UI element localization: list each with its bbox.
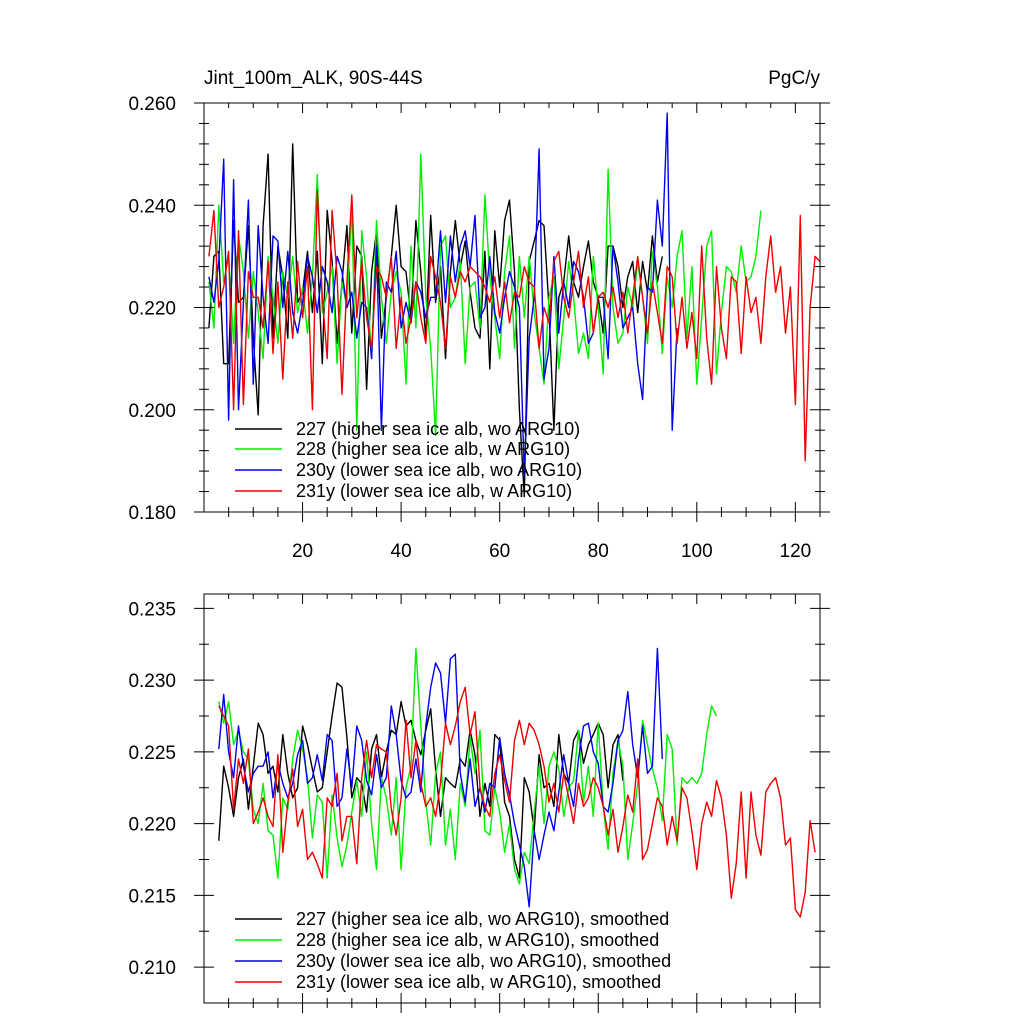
bottom-legend-label: 227 (higher sea ice alb, wo ARG10), smoo…: [296, 909, 669, 929]
bottom-series-s230y: [218, 647, 663, 908]
bottom-y-tick-label: 0.225: [128, 743, 176, 764]
top-legend-label: 227 (higher sea ice alb, wo ARG10): [296, 419, 580, 439]
top-x-tick-label: 100: [681, 541, 713, 562]
top-x-tick-label: 20: [292, 541, 313, 562]
top-chart-title: Jint_100m_ALK, 90S-44S: [204, 68, 423, 89]
top-x-tick-label: 80: [588, 541, 609, 562]
top-y-tick-label: 0.260: [128, 94, 176, 115]
bottom-y-tick-label: 0.235: [128, 599, 176, 620]
top-y-tick-label: 0.200: [128, 401, 176, 422]
bottom-panel: 227 (higher sea ice alb, wo ARG10), smoo…: [128, 593, 830, 1013]
bottom-legend-label: 231y (lower sea ice alb, w ARG10), smoot…: [296, 972, 661, 992]
bottom-series-s231y: [218, 686, 816, 918]
top-y-tick-label: 0.180: [128, 503, 176, 524]
top-legend-label: 230y (lower sea ice alb, wo ARG10): [296, 460, 582, 480]
top-x-tick-label: 40: [391, 541, 412, 562]
bottom-y-tick-label: 0.210: [128, 958, 176, 979]
top-x-tick-label: 120: [780, 541, 812, 562]
top-legend-label: 231y (lower sea ice alb, w ARG10): [296, 481, 572, 501]
bottom-legend-label: 230y (lower sea ice alb, wo ARG10), smoo…: [296, 951, 671, 971]
top-y-tick-label: 0.220: [128, 299, 176, 320]
top-x-tick-label: 60: [489, 541, 510, 562]
top-series-s227: [208, 143, 663, 498]
bottom-y-tick-label: 0.230: [128, 671, 176, 692]
bottom-y-tick-label: 0.220: [128, 815, 176, 836]
bottom-series-s227: [218, 682, 624, 879]
bottom-y-tick-label: 0.215: [128, 886, 176, 907]
bottom-legend-label: 228 (higher sea ice alb, w ARG10), smoot…: [296, 930, 659, 950]
bottom-plot-frame: [203, 593, 821, 1004]
bottom-series-s228: [218, 647, 718, 885]
top-panel: Jint_100m_ALK, 90S-44S PgC/y 227 (higher…: [128, 68, 830, 562]
top-chart-units: PgC/y: [768, 68, 820, 89]
top-y-tick-label: 0.240: [128, 196, 176, 217]
top-legend-label: 228 (higher sea ice alb, w ARG10): [296, 439, 570, 459]
top-series-s231y: [208, 189, 821, 462]
